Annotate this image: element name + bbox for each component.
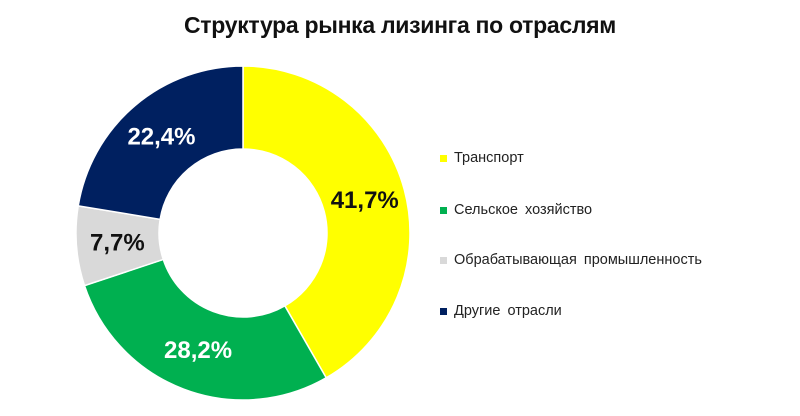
legend-swatch — [440, 256, 447, 264]
legend-item: Сельское хозяйство — [440, 199, 592, 221]
slice-data-label: 28,2% — [164, 337, 232, 364]
legend-item: Обрабатывающая промышленность — [440, 249, 702, 271]
legend-swatch — [440, 307, 447, 315]
legend-label: Обрабатывающая промышленность — [454, 252, 702, 268]
legend-label: Другие отрасли — [454, 303, 562, 319]
legend-item: Транспорт — [440, 147, 524, 169]
slice-data-label: 7,7% — [90, 229, 145, 256]
donut-slice — [77, 65, 244, 221]
legend-label: Транспорт — [454, 150, 524, 166]
legend-label: Сельское хозяйство — [454, 202, 593, 218]
legend-item: Другие отрасли — [440, 300, 562, 322]
donut-slice — [83, 258, 328, 401]
legend-swatch — [440, 206, 447, 214]
slice-data-label: 41,7% — [331, 187, 399, 214]
legend-swatch — [440, 154, 447, 162]
slice-data-label: 22,4% — [127, 123, 195, 150]
donut-slice — [242, 65, 411, 379]
chart-title: Структура рынка лизинга по отраслям — [184, 12, 616, 38]
